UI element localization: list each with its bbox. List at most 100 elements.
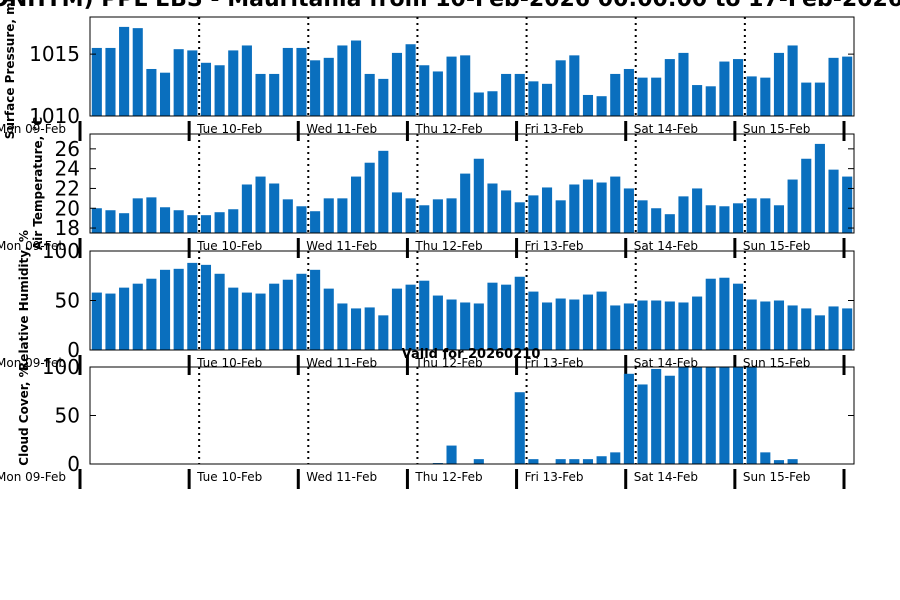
air-temperature-bar (541, 187, 553, 233)
surface-pressure-bar (105, 47, 116, 116)
relative-humidity-bar (773, 300, 785, 350)
air-temperature-bar (105, 210, 116, 233)
air-temperature-bar (637, 200, 648, 233)
surface-pressure-bar (269, 73, 280, 116)
y-tick-label: 0 (67, 452, 80, 476)
relative-humidity-bar (828, 306, 839, 350)
relative-humidity-bar (678, 302, 689, 350)
air-temperature-bar (555, 200, 566, 233)
relative-humidity-bar (732, 283, 744, 350)
surface-pressure-bar (364, 73, 375, 116)
y-tick-label: 1015 (29, 42, 80, 66)
cloud-cover-bar (732, 367, 744, 464)
relative-humidity-bar (569, 299, 580, 350)
surface-pressure-bar (842, 56, 853, 116)
relative-humidity-bar (255, 293, 266, 350)
air-temperature-bar (282, 199, 293, 233)
cloud-cover-bar (528, 459, 539, 464)
relative-humidity-bar (214, 273, 225, 350)
date-label: Wed 11-Feb (306, 122, 377, 136)
air-temperature-bar (664, 214, 675, 233)
air-temperature-bar (596, 182, 607, 233)
cloud-cover-bar (555, 459, 566, 464)
cloud-cover-bar (637, 384, 648, 464)
relative-humidity-bar (487, 282, 498, 350)
surface-pressure-bar (296, 47, 307, 116)
date-label: Wed 11-Feb (306, 356, 377, 370)
surface-pressure-bar (678, 52, 689, 116)
surface-pressure-bar (541, 83, 553, 116)
surface-pressure-bar (623, 68, 634, 116)
air-temperature-bar (528, 195, 539, 233)
relative-humidity-bar (651, 300, 662, 350)
surface-pressure-bar (651, 77, 662, 116)
surface-pressure-bar (555, 60, 566, 116)
surface-pressure-bar (378, 78, 389, 117)
surface-pressure-bar (746, 76, 757, 116)
date-label: Thu 12-Feb (414, 122, 482, 136)
air-temperature-bar (746, 198, 757, 233)
air-temperature-bar (296, 206, 307, 233)
air-temperature-bar (773, 205, 785, 233)
surface-pressure-bar (405, 44, 416, 117)
y-tick-label: 100 (42, 239, 80, 263)
air-temperature-bar (432, 199, 443, 233)
air-temperature-bar (678, 196, 689, 233)
cloud-cover-bar (582, 459, 594, 464)
relative-humidity-bar (228, 287, 239, 350)
y-axis-label: Surface Pressure, mb (3, 0, 17, 139)
air-temperature-bar (228, 209, 239, 233)
relative-humidity-bar (419, 280, 430, 350)
cloud-cover-bar (651, 368, 662, 464)
cloud-cover-bar (787, 459, 798, 464)
relative-humidity-bar (582, 294, 594, 350)
surface-pressure-bar (310, 60, 321, 116)
cloud-cover-bar (596, 456, 607, 464)
surface-pressure-bar (732, 59, 744, 116)
surface-pressure-bar (760, 77, 771, 116)
air-temperature-bar (814, 143, 825, 233)
surface-pressure-bar (228, 50, 239, 116)
relative-humidity-bar (637, 300, 648, 350)
date-label: Mon 09-Feb (0, 122, 66, 136)
relative-humidity-bar (692, 296, 703, 350)
air-temperature-bar (391, 192, 403, 233)
surface-pressure-bar (173, 49, 184, 116)
date-label: Tue 10-Feb (196, 239, 262, 253)
air-temperature-bar (760, 198, 771, 233)
date-label: Mon 09-Feb (0, 356, 66, 370)
relative-humidity-bar (787, 305, 798, 350)
surface-pressure-bar (350, 40, 362, 117)
date-label: Sun 15-Feb (743, 239, 811, 253)
surface-pressure-bar (582, 94, 594, 116)
date-label: Sat 14-Feb (634, 470, 698, 484)
air-temperature-bar (828, 169, 839, 233)
air-temperature-bar (378, 150, 389, 233)
air-temperature-bar (732, 203, 744, 233)
air-temperature-bar (187, 215, 198, 233)
relative-humidity-bar (296, 273, 307, 350)
surface-pressure-bar (828, 57, 839, 116)
cloud-cover-bar (705, 367, 716, 464)
relative-humidity-bar (842, 308, 853, 350)
relative-humidity-bar (350, 308, 362, 350)
surface-pressure-bar (460, 55, 471, 116)
air-temperature-bar (255, 176, 266, 233)
y-tick-label: 100 (42, 355, 80, 379)
air-temperature-bar (705, 205, 716, 233)
surface-pressure-bar (705, 86, 716, 116)
surface-pressure-bar (91, 47, 102, 116)
y-tick-label: 50 (55, 289, 80, 313)
surface-pressure-bar (337, 45, 348, 116)
surface-pressure-bar (214, 65, 225, 116)
relative-humidity-bar (760, 301, 771, 350)
surface-pressure-bar (596, 96, 607, 116)
air-temperature-bar (473, 158, 484, 233)
air-temperature-bar (787, 179, 798, 233)
relative-humidity-bar (446, 299, 457, 350)
chart-subtitle: Valid for 20260210 (402, 347, 541, 362)
air-temperature-bar (651, 208, 662, 233)
date-label: Sat 14-Feb (634, 122, 698, 136)
air-temperature-bar (132, 198, 143, 233)
